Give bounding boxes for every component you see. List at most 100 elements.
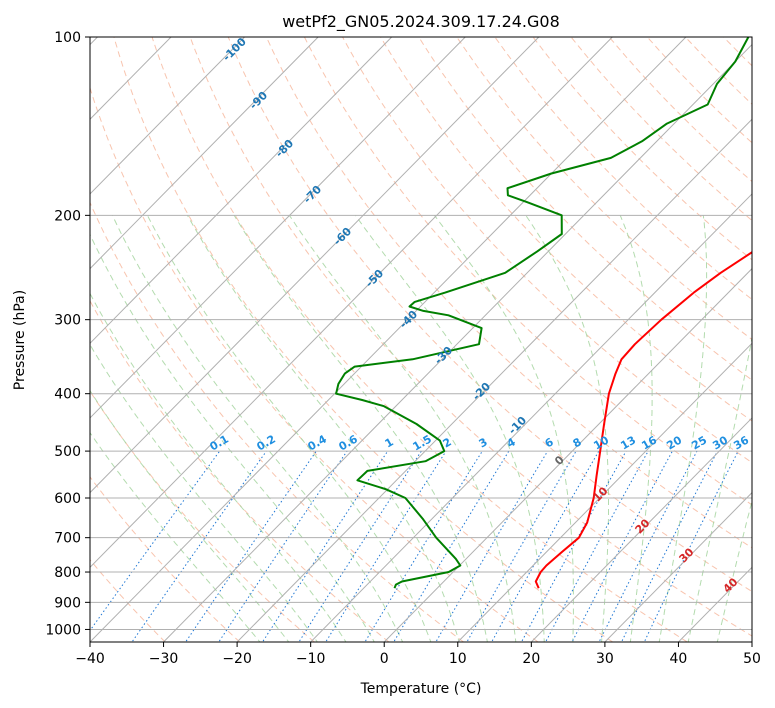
dry-adiabat-line <box>113 37 613 642</box>
moist-adiabat-line <box>288 215 517 642</box>
isotherm-line <box>530 417 752 642</box>
adiabat-label: -20 <box>470 380 493 403</box>
dry-adiabat-line <box>380 37 752 422</box>
y-tick-label: 600 <box>54 491 81 507</box>
adiabat-label: -100 <box>220 35 249 64</box>
mixing-ratio-label: 4 <box>505 435 518 450</box>
moist-adiabat-line <box>658 215 708 642</box>
moist-adiabat-line <box>434 214 574 642</box>
x-axis: −40 −30 −20 −10 0 10 20 30 40 50 <box>75 642 761 667</box>
y-tick-label: 900 <box>54 595 81 611</box>
x-tick-label: 40 <box>670 651 688 667</box>
moist-adiabat-line <box>233 215 488 642</box>
dry-adiabat-line <box>303 37 752 506</box>
y-tick-label: 100 <box>54 30 81 46</box>
background-lines <box>90 37 775 642</box>
isotherm-line <box>457 342 752 642</box>
mixing-ratio-line <box>598 450 698 642</box>
x-tick-label: −10 <box>296 651 326 667</box>
x-tick-label: −20 <box>222 651 252 667</box>
mixing-ratio-line <box>298 450 422 642</box>
isotherm-line <box>383 267 752 642</box>
isotherm-line <box>90 37 393 345</box>
mixing-ratio-label: 16 <box>639 433 659 452</box>
mixing-ratio-line <box>261 450 389 642</box>
mixing-ratio-label: 30 <box>710 433 730 452</box>
adiabat-label: -40 <box>397 308 420 331</box>
x-tick-label: 50 <box>743 651 761 667</box>
dry-adiabat-line <box>90 476 241 642</box>
line-annotations: -100-90-80-70-60-50-40-30-20-10010203040… <box>208 35 752 596</box>
dry-adiabat-line <box>90 86 539 642</box>
dry-adiabat-line <box>456 37 752 341</box>
isotherm-line <box>163 43 752 642</box>
mixing-ratio-line <box>184 450 317 642</box>
y-tick-label: 800 <box>54 565 81 581</box>
isotherm-line <box>90 37 245 195</box>
dry-adiabat-line <box>532 37 752 261</box>
moist-adiabat-line <box>90 389 290 642</box>
plot-frame <box>89 36 753 643</box>
y-tick-label: 300 <box>54 313 81 329</box>
mixing-ratio-label: 6 <box>543 435 556 450</box>
mixing-ratio-label: 0.4 <box>306 432 330 453</box>
mixing-ratio-line <box>571 450 673 642</box>
mixing-ratio-label: 20 <box>664 433 684 452</box>
profile-lines <box>335 37 752 589</box>
mixing-ratio-label: 0.2 <box>255 432 278 453</box>
dry-adiabat-line <box>570 37 752 222</box>
dry-adiabat-line <box>189 37 752 637</box>
moist-adiabat-line <box>90 233 375 642</box>
x-tick-label: 20 <box>522 651 540 667</box>
moist-adiabat-line <box>90 431 261 642</box>
adiabat-label: -70 <box>301 183 324 206</box>
x-tick-label: 30 <box>596 651 614 667</box>
dry-adiabat-line <box>342 37 752 464</box>
x-tick-label: 0 <box>380 651 389 667</box>
moist-adiabat-line <box>111 215 404 642</box>
moist-adiabat-line <box>90 292 347 642</box>
adiabat-label: -10 <box>506 414 529 437</box>
isotherm-line <box>604 491 752 642</box>
dry-adiabat-line <box>90 299 390 642</box>
mixing-ratio-line <box>90 450 221 632</box>
isotherm-line <box>90 37 466 419</box>
dry-adiabat-line <box>265 37 752 549</box>
moist-adiabat-line <box>619 215 653 642</box>
isotherm-line <box>90 37 540 494</box>
mixing-ratio-line <box>491 450 600 642</box>
moist-adiabat-line <box>146 215 432 642</box>
mixing-ratio-label: 8 <box>571 435 584 450</box>
x-tick-label: −40 <box>75 651 105 667</box>
y-tick-label: 1000 <box>45 622 81 638</box>
dry-adiabat-line <box>151 37 688 642</box>
mixing-ratio-label: 1.5 <box>411 432 434 453</box>
y-tick-label: 500 <box>54 444 81 460</box>
adiabat-label: 40 <box>721 575 741 595</box>
x-tick-label: −30 <box>149 651 179 667</box>
mixing-ratio-label: 13 <box>618 434 638 453</box>
isotherm-line <box>90 37 319 270</box>
mixing-ratio-line <box>131 450 267 642</box>
temperature-line <box>534 251 752 589</box>
isotherm-line <box>751 641 752 642</box>
y-axis: 100 200 300 400 500 600 700 800 900 1000 <box>45 30 90 638</box>
chart-title: wetPf2_GN05.2024.309.17.24.G08 <box>282 12 560 32</box>
adiabat-label: -90 <box>247 89 270 112</box>
dry-adiabat-line <box>227 37 752 593</box>
dry-adiabat-line <box>646 37 752 144</box>
mixing-ratio-label: 0.1 <box>208 432 231 453</box>
moist-adiabat-line <box>525 215 609 642</box>
mixing-ratio-line <box>325 450 447 642</box>
y-axis-title: Pressure (hPa) <box>12 290 28 390</box>
mixing-ratio-line <box>435 450 549 642</box>
mixing-ratio-line <box>218 450 348 642</box>
adiabat-label: -80 <box>273 137 296 160</box>
mixing-ratio-label: 3 <box>477 435 490 450</box>
moist-adiabat-line <box>187 215 460 642</box>
dry-adiabat-line <box>494 37 752 301</box>
mixing-ratio-label: 1 <box>383 435 396 450</box>
dry-adiabat-line <box>762 37 775 642</box>
adiabat-label: -30 <box>432 344 455 367</box>
